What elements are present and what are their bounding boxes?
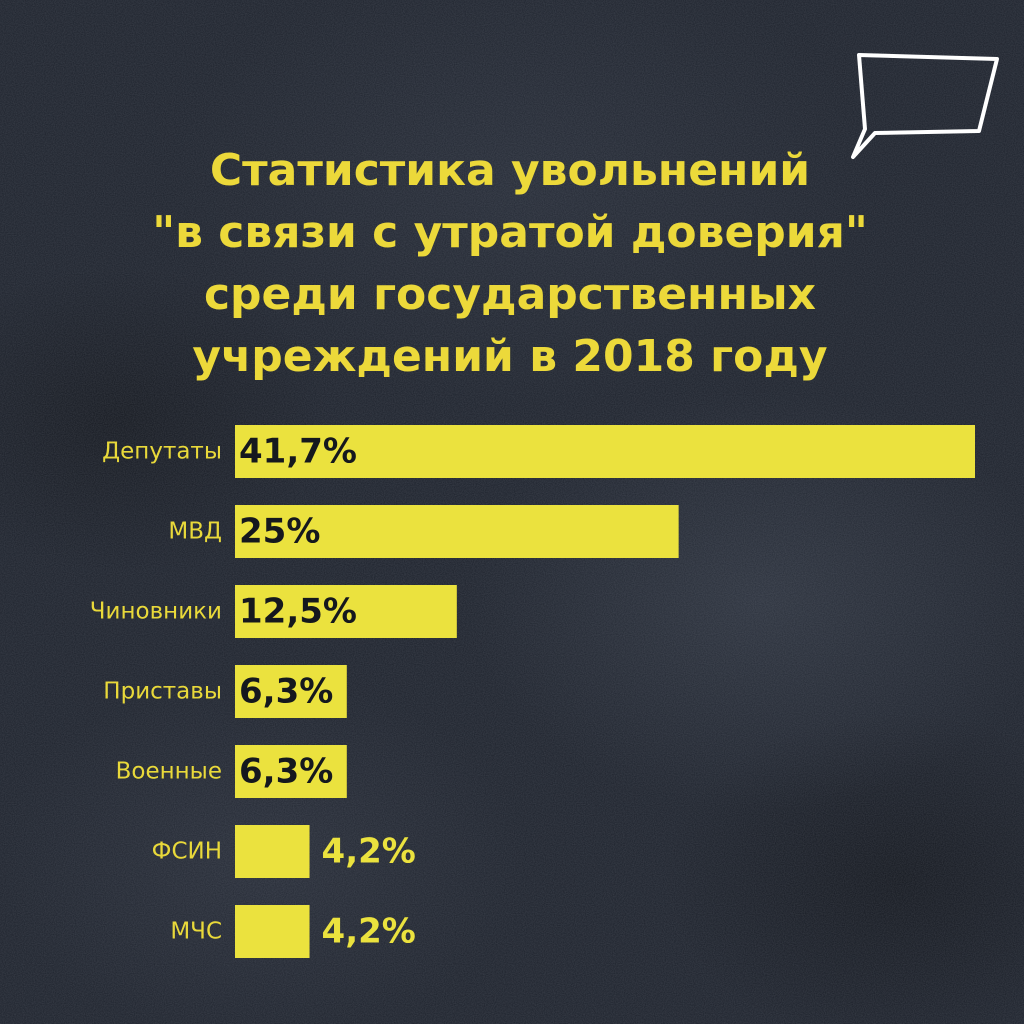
value-label-2: 25% [239, 512, 320, 552]
title-line-3: среди государственных [203, 269, 817, 320]
speech-bubble-icon [851, 53, 999, 159]
bar-3 [235, 585, 457, 638]
bar-5 [235, 745, 347, 798]
category-label-7: МЧС [170, 919, 222, 945]
value-label-1: 41,7% [239, 432, 357, 472]
value-label-5: 6,3% [239, 752, 333, 792]
title-line-4: учреждений в 2018 году [192, 331, 828, 382]
title-line-1: Статистика увольнений [209, 145, 811, 196]
bar-2 [235, 505, 679, 558]
value-label-7: 4,2% [322, 912, 416, 952]
category-label-5: Военные [116, 759, 222, 785]
category-label-3: Чиновники [90, 599, 222, 625]
category-label-2: МВД [168, 519, 222, 545]
category-label-4: Приставы [103, 679, 222, 705]
bar-1 [235, 425, 975, 478]
value-label-6: 4,2% [322, 832, 416, 872]
bar-7 [235, 905, 310, 958]
category-label-6: ФСИН [152, 839, 222, 865]
chart-title: Статистика увольнений "в связи с утратой… [120, 140, 900, 388]
bar-6 [235, 825, 310, 878]
bar-4 [235, 665, 347, 718]
value-label-3: 12,5% [239, 592, 357, 632]
value-label-4: 6,3% [239, 672, 333, 712]
category-label-1: Депутаты [102, 439, 222, 465]
title-line-2: "в связи с утратой доверия" [152, 207, 868, 258]
